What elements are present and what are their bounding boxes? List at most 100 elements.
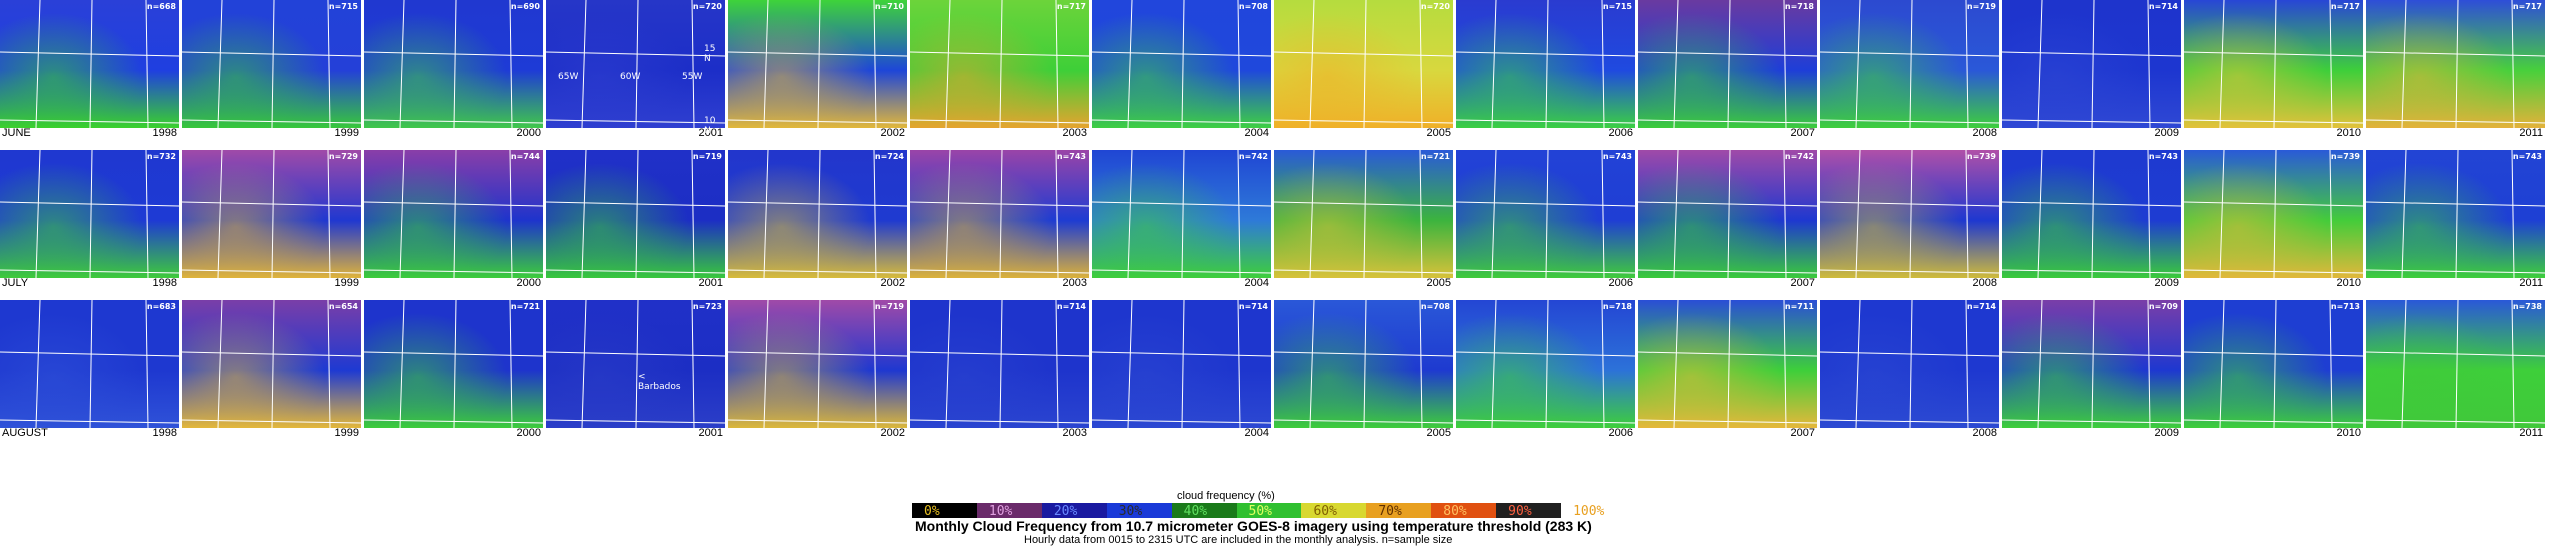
map-panel-cell: n=690 2000 bbox=[364, 0, 543, 139]
legend-swatch: 40% bbox=[1171, 503, 1237, 519]
legend-label: 10% bbox=[988, 504, 1013, 519]
map-panel-cell: n=710 2002 bbox=[728, 0, 907, 139]
cloud-frequency-map bbox=[728, 300, 907, 428]
year-label: 2006 bbox=[1608, 427, 1633, 439]
map-panel-cell: n=654 1999 bbox=[182, 300, 361, 439]
sample-size-label: n=713 bbox=[2330, 302, 2360, 311]
year-label: 2007 bbox=[1790, 277, 1815, 289]
map-panel-cell: n=743 2011 bbox=[2366, 150, 2545, 289]
cloud-frequency-map bbox=[0, 0, 179, 128]
sample-size-label: n=714 bbox=[1056, 302, 1086, 311]
legend-label: 40% bbox=[1183, 504, 1208, 519]
year-label: 2008 bbox=[1972, 427, 1997, 439]
cloud-frequency-map bbox=[2002, 300, 2181, 428]
cloud-frequency-map bbox=[728, 0, 907, 128]
sample-size-label: n=723 bbox=[692, 302, 722, 311]
color-legend: 0% 10% 20% 30% 40% 50% 60% 70% 80% 90% 100% bbox=[912, 503, 1627, 519]
cloud-frequency-map bbox=[2184, 150, 2363, 278]
map-panel-cell: n=668 1998 bbox=[0, 0, 179, 139]
cloud-frequency-map bbox=[1274, 300, 1453, 428]
map-panel-cell: n=709 2009 bbox=[2002, 300, 2181, 439]
sample-size-label: n=690 bbox=[510, 2, 540, 11]
map-panel-cell: n=714 2009 bbox=[2002, 0, 2181, 139]
sample-size-label: n=708 bbox=[1238, 2, 1268, 11]
cloud-frequency-map bbox=[910, 300, 1089, 428]
sample-size-label: n=742 bbox=[1238, 152, 1268, 161]
map-panel-cell: n=717 2010 bbox=[2184, 0, 2363, 139]
legend-label: 90% bbox=[1508, 504, 1532, 519]
year-label: 2005 bbox=[1426, 277, 1451, 289]
sample-size-label: n=744 bbox=[510, 152, 540, 161]
year-label: 2001 bbox=[698, 127, 723, 139]
map-panel-cell: n=739 2008 bbox=[1820, 150, 1999, 289]
year-label: 2003 bbox=[1062, 427, 1087, 439]
legend-swatch: 30% bbox=[1106, 503, 1172, 519]
cloud-frequency-map bbox=[1092, 300, 1271, 428]
sample-size-label: n=718 bbox=[1784, 2, 1814, 11]
map-panel-cell: n=729 1999 bbox=[182, 150, 361, 289]
cloud-frequency-map bbox=[2002, 0, 2181, 128]
year-label: 2009 bbox=[2154, 127, 2179, 139]
cloud-frequency-map bbox=[910, 150, 1089, 278]
year-label: 2010 bbox=[2336, 127, 2361, 139]
month-label: AUGUST bbox=[2, 427, 48, 439]
map-panel-cell: n=711 2007 bbox=[1638, 300, 1817, 439]
year-label: 2004 bbox=[1244, 127, 1269, 139]
map-panel-cell: n=720 2001 bbox=[546, 0, 725, 139]
cloud-frequency-map bbox=[364, 150, 543, 278]
year-label: 2011 bbox=[2519, 427, 2543, 439]
map-panel-cell: n=743 2009 bbox=[2002, 150, 2181, 289]
sample-size-label: n=714 bbox=[2148, 2, 2178, 11]
year-label: 2002 bbox=[880, 277, 905, 289]
year-label: 2008 bbox=[1972, 277, 1997, 289]
year-label: 2000 bbox=[516, 277, 541, 289]
cloud-frequency-map bbox=[0, 300, 179, 428]
sample-size-label: n=711 bbox=[1784, 302, 1814, 311]
map-panel-cell: n=708 2005 bbox=[1274, 300, 1453, 439]
sample-size-label: n=683 bbox=[146, 302, 176, 311]
year-label: 2009 bbox=[2154, 427, 2179, 439]
sample-size-label: n=724 bbox=[874, 152, 904, 161]
map-panel-cell: n=708 2004 bbox=[1092, 0, 1271, 139]
year-label: 2004 bbox=[1244, 277, 1269, 289]
map-panel-cell: n=721 2000 bbox=[364, 300, 543, 439]
legend-title: cloud frequency (%) bbox=[1177, 490, 1275, 502]
legend-swatch: 50% bbox=[1236, 503, 1302, 519]
cloud-frequency-map bbox=[1638, 150, 1817, 278]
cloud-frequency-map bbox=[1456, 300, 1635, 428]
year-label: 2003 bbox=[1062, 277, 1087, 289]
year-label: 2000 bbox=[516, 127, 541, 139]
sample-size-label: n=719 bbox=[1966, 2, 1996, 11]
sample-size-label: n=715 bbox=[1602, 2, 1632, 11]
cloud-frequency-map bbox=[1638, 300, 1817, 428]
map-panel-cell: n=742 2004 bbox=[1092, 150, 1271, 289]
cloud-frequency-map bbox=[546, 150, 725, 278]
longitude-60w-label: 60W bbox=[620, 72, 641, 82]
legend-swatch: 10% bbox=[976, 503, 1042, 519]
cloud-frequency-map bbox=[2184, 300, 2363, 428]
year-label: 2000 bbox=[516, 427, 541, 439]
legend-label: 0% bbox=[924, 504, 940, 519]
year-label: 2011 bbox=[2519, 127, 2543, 139]
legend-swatch: 60% bbox=[1301, 503, 1367, 519]
year-label: 2006 bbox=[1608, 277, 1633, 289]
map-panel-cell: n=714 2003 bbox=[910, 300, 1089, 439]
year-label: 2002 bbox=[880, 127, 905, 139]
map-panel-cell: n=718 2006 bbox=[1456, 300, 1635, 439]
sample-size-label: n=739 bbox=[1966, 152, 1996, 161]
legend-swatch: 0% bbox=[912, 503, 977, 519]
sample-size-label: n=714 bbox=[1966, 302, 1996, 311]
year-label: 1999 bbox=[334, 127, 359, 139]
year-label: 2003 bbox=[1062, 127, 1087, 139]
month-label: JULY bbox=[2, 277, 29, 289]
year-label: 2007 bbox=[1790, 427, 1815, 439]
year-label: 2007 bbox=[1790, 127, 1815, 139]
year-label: 2009 bbox=[2154, 277, 2179, 289]
sample-size-label: n=742 bbox=[1784, 152, 1814, 161]
year-label: 2011 bbox=[2519, 277, 2543, 289]
sample-size-label: n=717 bbox=[2330, 2, 2360, 11]
cloud-frequency-map bbox=[1820, 300, 1999, 428]
legend-label: 70% bbox=[1378, 504, 1402, 519]
cloud-frequency-map bbox=[364, 0, 543, 128]
cloud-frequency-map bbox=[0, 150, 179, 278]
